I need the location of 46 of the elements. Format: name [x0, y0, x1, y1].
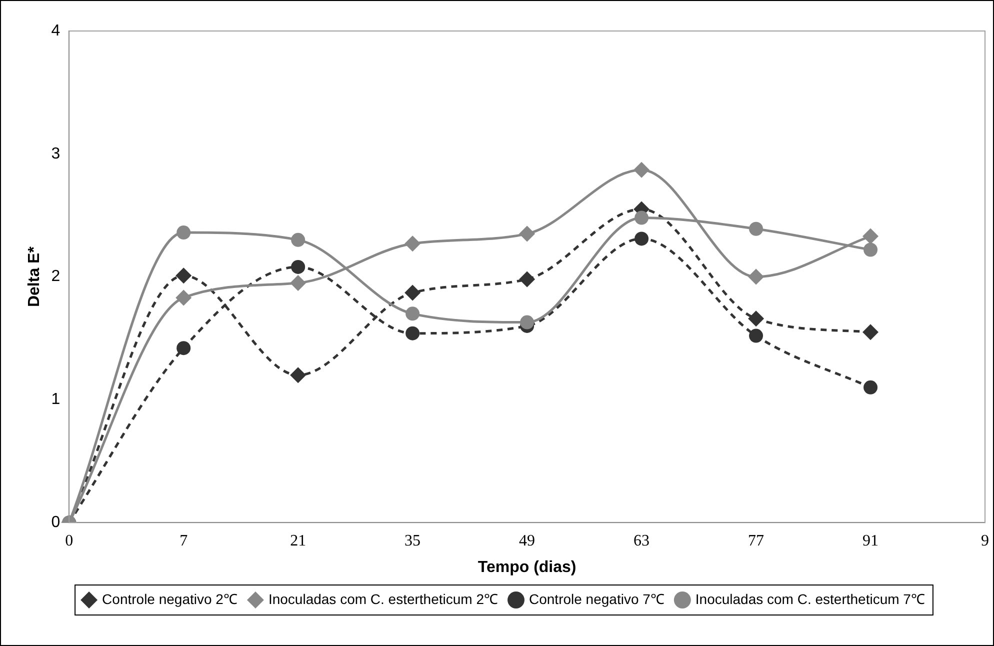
point [290, 274, 306, 291]
point [634, 232, 649, 246]
point [404, 284, 421, 301]
point [864, 380, 878, 394]
point [406, 326, 420, 340]
legend-label: Inoculadas com C. estertheticum 2℃ [268, 590, 498, 607]
point [176, 341, 191, 356]
point [176, 226, 191, 240]
x-tick-label: 9 [981, 532, 989, 550]
y-tick-label: 3 [51, 145, 60, 162]
legend-label: Inoculadas com C. estertheticum 7℃ [695, 590, 925, 607]
y-tick-label: 0 [51, 514, 60, 532]
point [862, 324, 879, 340]
point [862, 228, 879, 244]
point [290, 367, 306, 384]
legend-label: Controle negativo 2℃ [102, 590, 238, 607]
point [291, 232, 306, 247]
point [176, 290, 192, 306]
point [520, 315, 534, 330]
x-tick-label: 49 [519, 532, 536, 550]
point [864, 242, 878, 257]
point [291, 260, 306, 274]
y-tick-label: 1 [51, 391, 60, 408]
y-tick-label: 2 [51, 268, 60, 286]
point [406, 306, 420, 321]
x-tick-label: 7 [180, 532, 188, 550]
point [634, 210, 649, 225]
point [634, 162, 650, 178]
x-tick-label: 77 [748, 532, 764, 550]
x-tick-label: 91 [862, 532, 879, 550]
point [749, 222, 764, 236]
x-tick-label: 63 [634, 532, 650, 550]
legend-label: Controle negativo 7℃ [529, 590, 664, 607]
y-tick-label: 4 [51, 22, 60, 40]
x-tick-label: 35 [404, 532, 421, 550]
y-axis-title: Delta E* [26, 246, 44, 308]
point [519, 271, 536, 288]
point [519, 226, 536, 242]
x-tick-label: 21 [290, 532, 306, 550]
x-axis-title: Tempo (dias) [478, 558, 576, 576]
x-tick-label: 0 [65, 532, 74, 550]
point [748, 268, 764, 285]
point [749, 328, 764, 343]
point [176, 268, 192, 284]
point [748, 310, 764, 327]
point [404, 236, 421, 252]
